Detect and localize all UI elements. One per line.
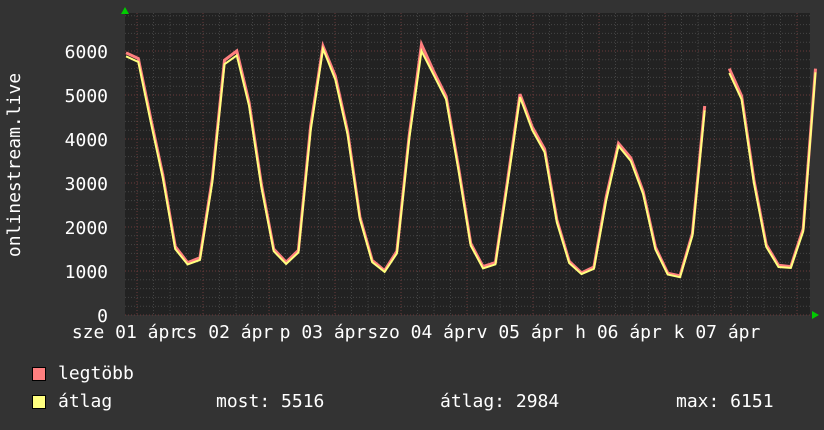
y-axis-label: onlinestream.live: [4, 73, 25, 257]
y-tick-label: 5000: [65, 86, 108, 107]
stat-now: most: 5516: [216, 391, 325, 412]
legend-swatch-max: [32, 367, 46, 381]
y-tick-label: 6000: [65, 42, 108, 63]
x-tick-label: v 05 ápr: [477, 322, 564, 343]
stat-max: max: 6151: [676, 391, 774, 412]
x-tick-label: h 06 ápr: [575, 322, 662, 343]
x-tick-label: sze 01 ápr: [72, 322, 181, 343]
series-line-avg: [125, 45, 817, 279]
y-tick-label: 3000: [65, 174, 108, 195]
x-tick-label: szo 04 ápr: [367, 322, 476, 343]
stat-average: átlag: 2984: [440, 391, 560, 412]
y-tick-label: 0: [97, 306, 108, 327]
x-tick-label: k 07 ápr: [674, 322, 761, 343]
x-axis-arrow-icon: [812, 311, 819, 319]
y-axis-arrow-icon: [121, 7, 129, 14]
y-tick-label: 2000: [65, 218, 108, 239]
legend-swatch-avg: [32, 395, 46, 409]
legend-max-label: legtöbb: [58, 363, 134, 384]
x-tick-label: cs 02 ápr: [176, 322, 274, 343]
x-tick-label: p 03 ápr: [280, 322, 367, 343]
y-tick-label: 4000: [65, 130, 108, 151]
y-tick-label: 1000: [65, 262, 108, 283]
legend-avg-label: átlag: [58, 391, 113, 412]
